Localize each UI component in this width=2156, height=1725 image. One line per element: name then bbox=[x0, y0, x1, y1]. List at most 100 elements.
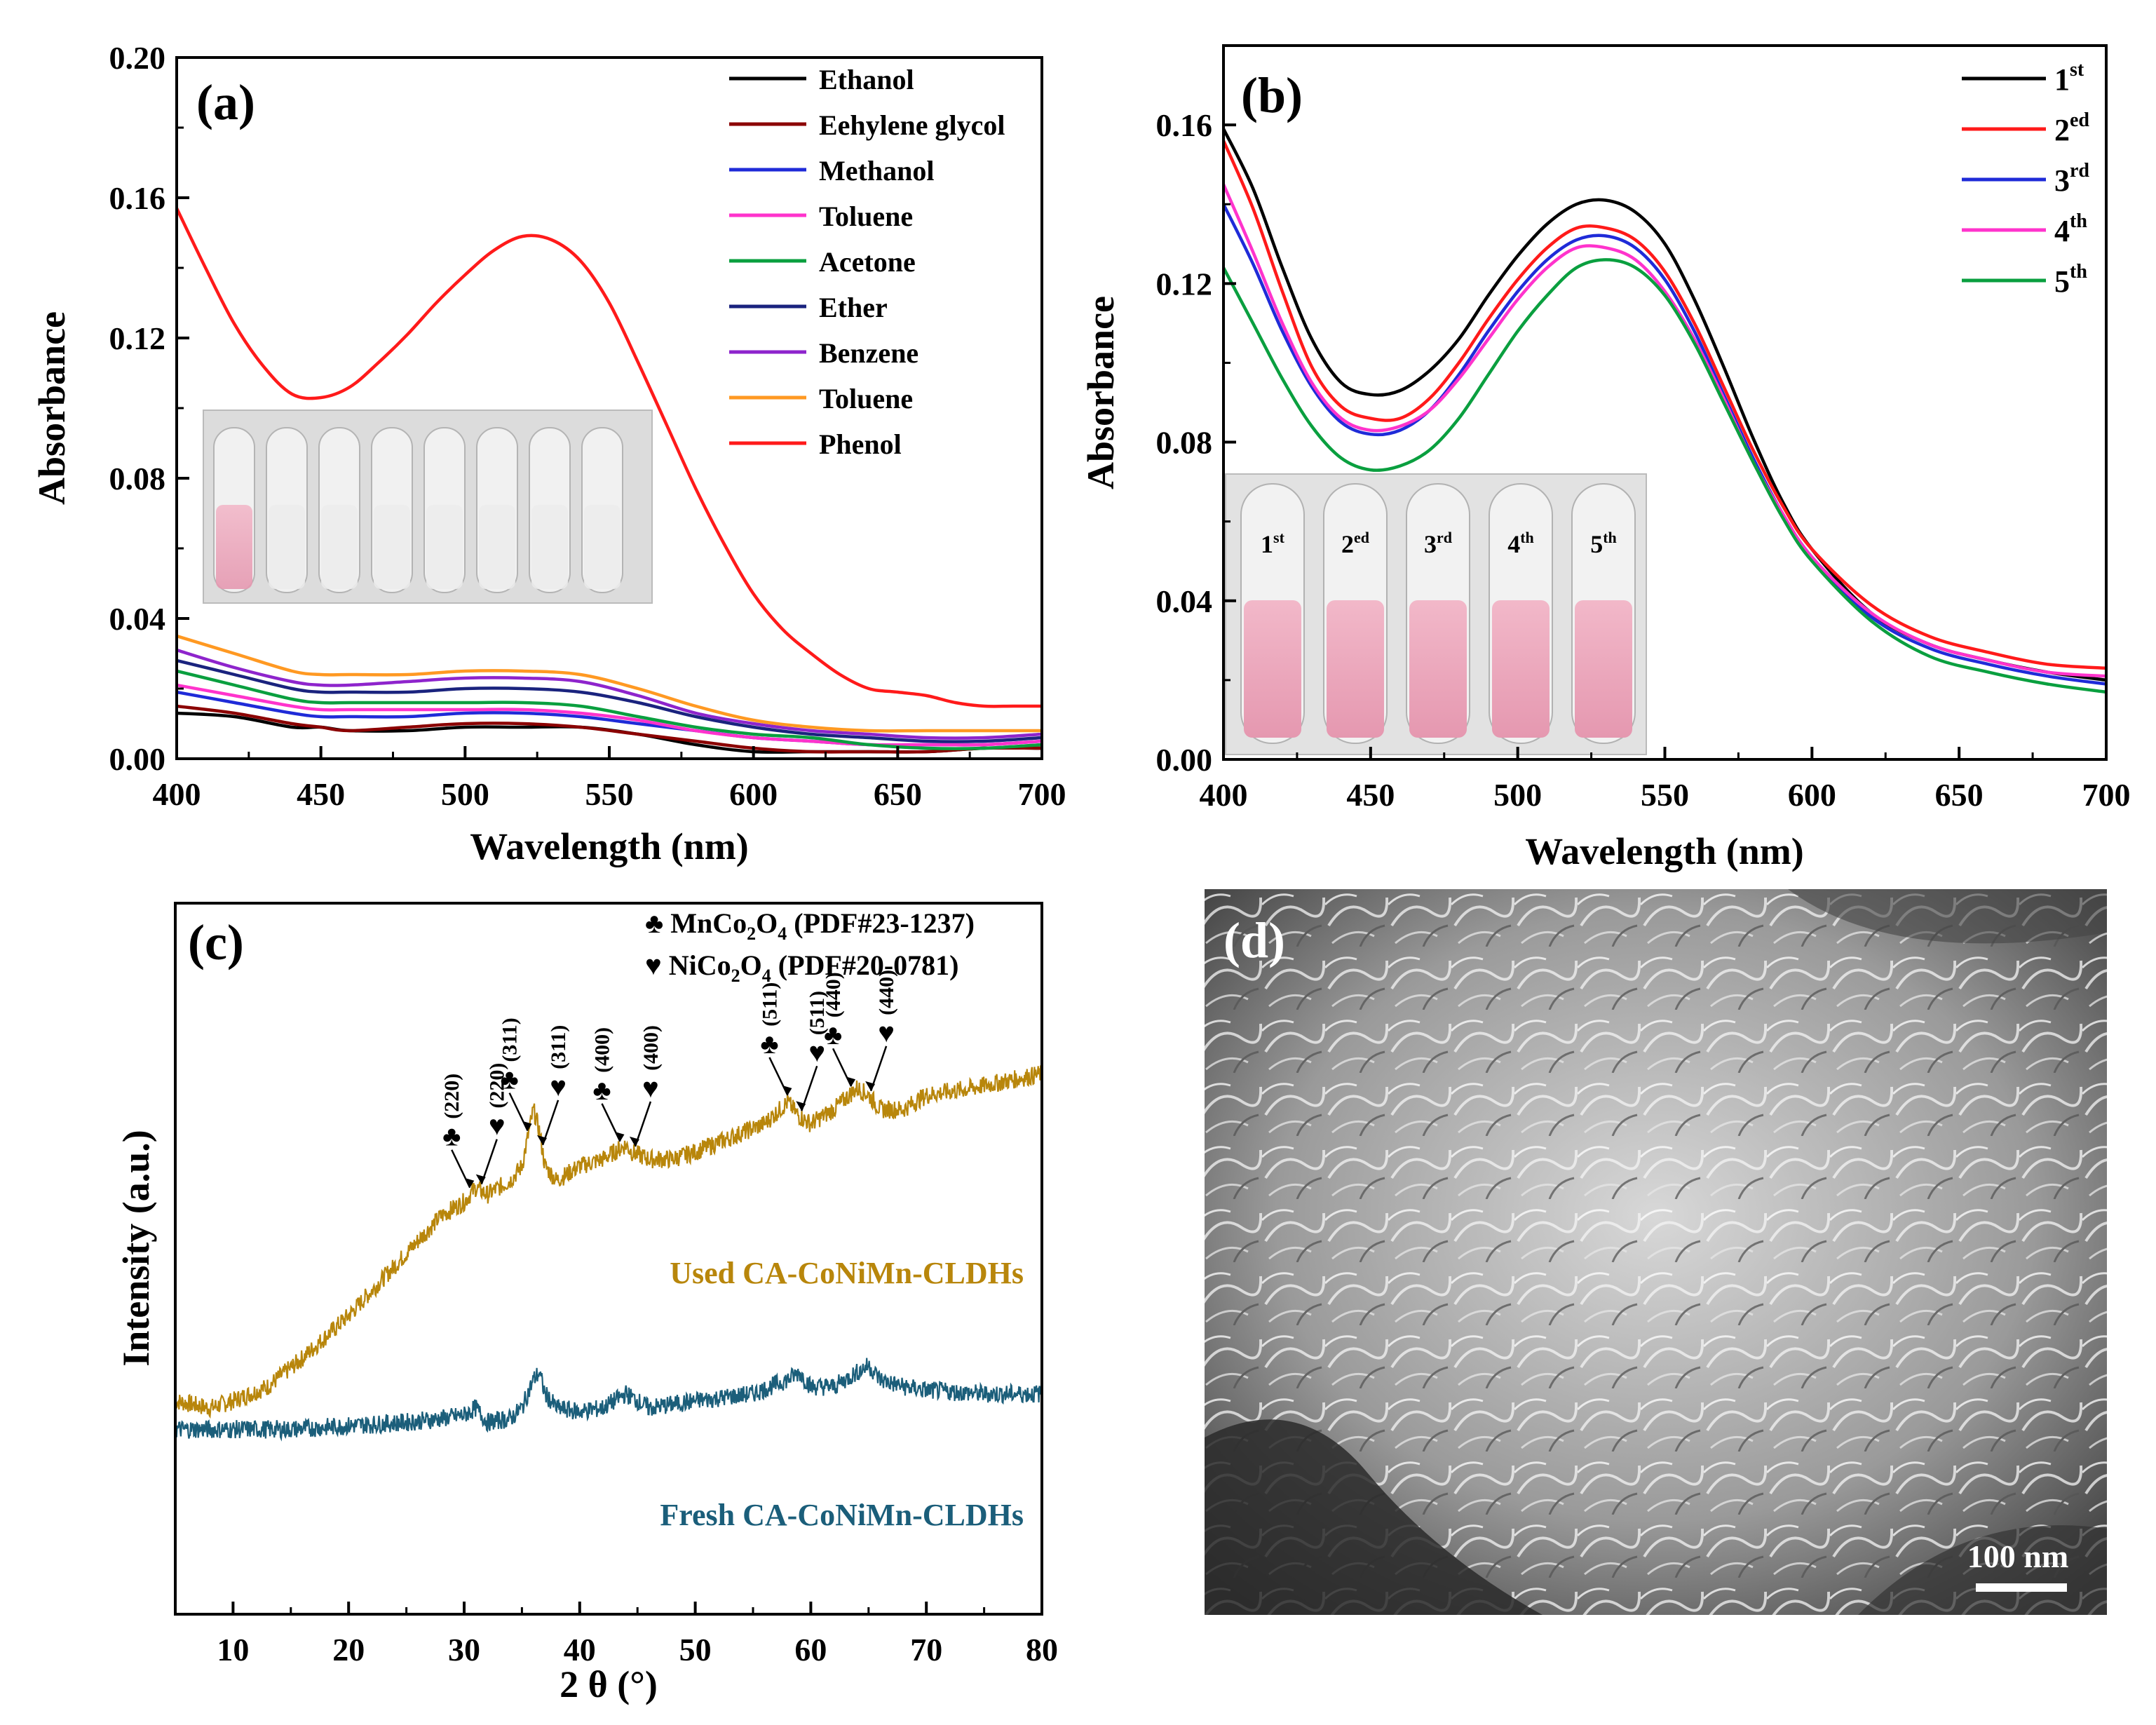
panel-b-legend-label: 1st bbox=[2054, 59, 2084, 97]
sem-scalebar-label: 100 nm bbox=[1967, 1538, 2068, 1574]
panel-c-legend-label: ♣ MnCo2O4 (PDF#23-1237) bbox=[645, 907, 975, 944]
panel-c-peak-symbol: ♥ bbox=[878, 1017, 895, 1048]
panel-c-peak-symbol: ♥ bbox=[550, 1071, 567, 1102]
panel-c-xtick-label: 80 bbox=[1026, 1632, 1058, 1668]
panel-b-label: (b) bbox=[1241, 67, 1303, 123]
panel-a-legend-label: Toluene bbox=[819, 201, 913, 232]
panel-a-xtick-label: 700 bbox=[1018, 776, 1066, 812]
panel-a-legend-label: Acetone bbox=[819, 246, 916, 278]
panel-a-legend-label: Methanol bbox=[819, 155, 934, 187]
panel-b: 1st 2ed 3rd 4th 5th 400 450 500 550 600 650 700 0.0… bbox=[1080, 44, 2131, 872]
panel-b-series-line-2 bbox=[1221, 203, 2107, 686]
series-label-fresh: Fresh CA-CoNiMn-CLDHs bbox=[660, 1498, 1024, 1532]
panel-c-axes: 10 20 30 40 50 60 70 80 bbox=[217, 1602, 1058, 1668]
panel-a-ytick-label: 0.00 bbox=[109, 741, 166, 777]
panel-b-legend-label: 2ed bbox=[2054, 109, 2089, 147]
panel-c-xtick-label: 20 bbox=[332, 1632, 365, 1668]
panel-a-xlabel: Wavelength (nm) bbox=[470, 825, 749, 867]
panel-c-xlabel: 2 θ (°) bbox=[560, 1663, 658, 1705]
panel-b-xtick-label: 650 bbox=[1935, 777, 1984, 813]
panel-b-axes: 400 450 500 550 600 650 700 0.00 0.04 0.08 0.12 0.1… bbox=[1156, 107, 2131, 813]
panel-c-xtick-label: 10 bbox=[217, 1632, 249, 1668]
panel-b-ylabel: Absorbance bbox=[1080, 296, 1122, 489]
panel-a-ytick-label: 0.08 bbox=[109, 461, 166, 496]
panel-c-label: (c) bbox=[188, 914, 244, 970]
panel-b-vial-photo: 1st 2ed 3rd 4th 5th bbox=[1225, 473, 1647, 755]
panel-a-axes: 400 450 500 550 600 650 700 0.00 0.04 0.08 0.12 0.1… bbox=[109, 40, 1066, 812]
panel-a-legend-label: Eehylene glycol bbox=[819, 109, 1005, 141]
panel-b-xtick-label: 600 bbox=[1788, 777, 1836, 813]
panel-c-series-line-0 bbox=[175, 1063, 1043, 1419]
panel-c-series-line-1 bbox=[174, 1358, 1043, 1442]
panel-a-xtick-label: 650 bbox=[874, 776, 922, 812]
panel-a-ytick-label: 0.04 bbox=[109, 601, 166, 637]
panel-c-xtick-label: 40 bbox=[564, 1632, 596, 1668]
panel-c-peak-symbol: ♣ bbox=[592, 1074, 611, 1106]
panel-c-peak-symbol: ♣ bbox=[501, 1064, 519, 1095]
panel-a-ytick-label: 0.12 bbox=[109, 320, 166, 356]
panel-c-peak-symbol: ♣ bbox=[824, 1019, 842, 1050]
panel-d-sem-image: (d) 100 nm bbox=[1205, 889, 2107, 1615]
panel-b-series-line-1 bbox=[1221, 140, 2107, 670]
panel-a-xtick-label: 600 bbox=[729, 776, 778, 812]
panel-a-series-line-7 bbox=[176, 634, 1042, 733]
panel-a-series bbox=[175, 208, 1043, 754]
panel-b-ytick-label: 0.00 bbox=[1156, 742, 1213, 778]
panel-a-series-line-6 bbox=[176, 648, 1043, 740]
panel-b-legend: 1st 2ed 3rd 4th 5th bbox=[1962, 59, 2089, 299]
panel-a-legend: Ethanol Eehylene glycol Methanol Toluene Ace… bbox=[729, 64, 1005, 460]
panel-c-xtick-label: 50 bbox=[679, 1632, 712, 1668]
panel-a-ytick-label: 0.20 bbox=[109, 40, 166, 76]
panel-a: 400 450 500 550 600 650 700 0.00 0.04 0.08 0.12 0.1… bbox=[31, 40, 1066, 867]
panel-b-legend-label: 3rd bbox=[2054, 160, 2089, 198]
panel-c-ylabel: Intensity (a.u.) bbox=[115, 1130, 157, 1367]
panel-a-series-line-5 bbox=[176, 658, 1043, 743]
panel-b-xtick-label: 450 bbox=[1346, 777, 1395, 813]
panel-b-xlabel: Wavelength (nm) bbox=[1525, 830, 1804, 872]
panel-b-xtick-label: 550 bbox=[1641, 777, 1689, 813]
panel-c-legend: ♣ MnCo2O4 (PDF#23-1237) ♥ NiCo2O4 (PDF#20… bbox=[645, 907, 975, 986]
panel-c-peak-label: (400) bbox=[590, 1027, 613, 1073]
panel-c-xtick-label: 30 bbox=[448, 1632, 480, 1668]
panel-a-label: (a) bbox=[196, 74, 255, 130]
panel-a-xtick-label: 500 bbox=[441, 776, 489, 812]
panel-c-xtick-label: 70 bbox=[910, 1632, 942, 1668]
panel-c-peak-label: (511) bbox=[806, 991, 829, 1035]
panel-b-series bbox=[1221, 128, 2107, 694]
panel-c-xtick-label: 60 bbox=[794, 1632, 827, 1668]
panel-d-label: (d) bbox=[1223, 912, 1285, 968]
panel-b-series-line-4 bbox=[1222, 258, 2107, 694]
panel-c-peak-label: (400) bbox=[639, 1025, 663, 1071]
panel-c-peak-symbol: ♥ bbox=[642, 1072, 659, 1104]
panel-c-peak-label: (311) bbox=[499, 1017, 522, 1062]
panel-b-ytick-label: 0.04 bbox=[1156, 583, 1213, 619]
panel-c-peak-symbol: ♥ bbox=[808, 1036, 825, 1068]
panel-b-ytick-label: 0.16 bbox=[1156, 107, 1213, 143]
panel-c-peak-symbol: ♥ bbox=[489, 1110, 506, 1142]
panel-b-legend-label: 4th bbox=[2054, 210, 2087, 248]
panel-c-peak-symbol: ♣ bbox=[760, 1028, 778, 1060]
panel-c-peak-label: (311) bbox=[547, 1025, 570, 1069]
panel-c-legend-label: ♥ NiCo2O4 (PDF#20-0781) bbox=[645, 949, 958, 986]
panel-a-series-line-1 bbox=[176, 704, 1043, 754]
panel-c-peak-label: (440) bbox=[875, 970, 898, 1015]
panel-a-legend-label: Benzene bbox=[819, 337, 918, 369]
panel-b-xtick-label: 700 bbox=[2082, 777, 2131, 813]
panel-c-peak-label: (220) bbox=[486, 1063, 509, 1109]
panel-c: 10 20 30 40 50 60 70 80 (c) ♣ MnCo2O4 (PDF#23-1… bbox=[115, 902, 1058, 1705]
panel-a-ytick-label: 0.16 bbox=[109, 180, 166, 216]
panel-a-legend-label: Ether bbox=[819, 292, 888, 323]
panel-c-peak-label: (220) bbox=[440, 1074, 463, 1119]
panel-b-xtick-label: 500 bbox=[1493, 777, 1542, 813]
series-label-used: Used CA-CoNiMn-CLDHs bbox=[670, 1256, 1024, 1290]
panel-c-series bbox=[174, 1063, 1043, 1442]
panel-b-ytick-label: 0.12 bbox=[1156, 266, 1213, 302]
panel-c-peak-symbol: ♣ bbox=[442, 1121, 461, 1152]
panel-b-ytick-label: 0.08 bbox=[1156, 425, 1213, 461]
panel-a-ylabel: Absorbance bbox=[31, 311, 73, 505]
panel-a-xtick-label: 450 bbox=[297, 776, 345, 812]
panel-c-peak-label: (440) bbox=[822, 972, 845, 1017]
panel-a-vial-photo bbox=[203, 410, 653, 604]
panel-a-xtick-label: 400 bbox=[153, 776, 201, 812]
